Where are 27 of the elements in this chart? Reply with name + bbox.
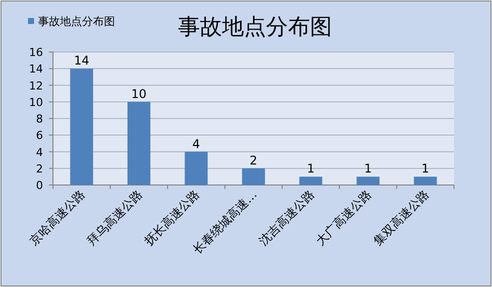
data-label: 1 bbox=[422, 162, 430, 176]
bar bbox=[184, 152, 208, 185]
y-tick-label: 0 bbox=[36, 179, 43, 192]
legend-label: 事故地点分布图 bbox=[38, 15, 115, 28]
y-tick-label: 4 bbox=[36, 146, 43, 159]
y-tick-label: 6 bbox=[36, 129, 43, 142]
bar bbox=[299, 176, 322, 185]
data-label: 14 bbox=[74, 54, 90, 68]
事故地点分布图: 14 10 4 2 1 1 1 bbox=[70, 54, 437, 185]
bar bbox=[127, 102, 150, 185]
data-label: 1 bbox=[306, 162, 315, 176]
data-label: 1 bbox=[364, 162, 372, 176]
data-label: 2 bbox=[250, 153, 258, 168]
y-tick-label: 14 bbox=[29, 62, 43, 76]
bar bbox=[242, 168, 265, 185]
y-tick-label: 8 bbox=[36, 112, 43, 126]
y-tick-label: 10 bbox=[29, 96, 43, 109]
data-label: 10 bbox=[131, 86, 147, 101]
bar bbox=[414, 176, 437, 185]
bar bbox=[356, 176, 380, 185]
y-tick-label: 12 bbox=[29, 79, 43, 92]
data-label: 4 bbox=[192, 136, 200, 151]
chart-title: 事故地点分布图 bbox=[178, 15, 332, 40]
x-tick-label: 拜乌高速公路 bbox=[84, 187, 146, 248]
bar bbox=[70, 68, 94, 185]
y-tick-label: 2 bbox=[36, 162, 43, 176]
y-tick-label: 16 bbox=[29, 46, 43, 59]
